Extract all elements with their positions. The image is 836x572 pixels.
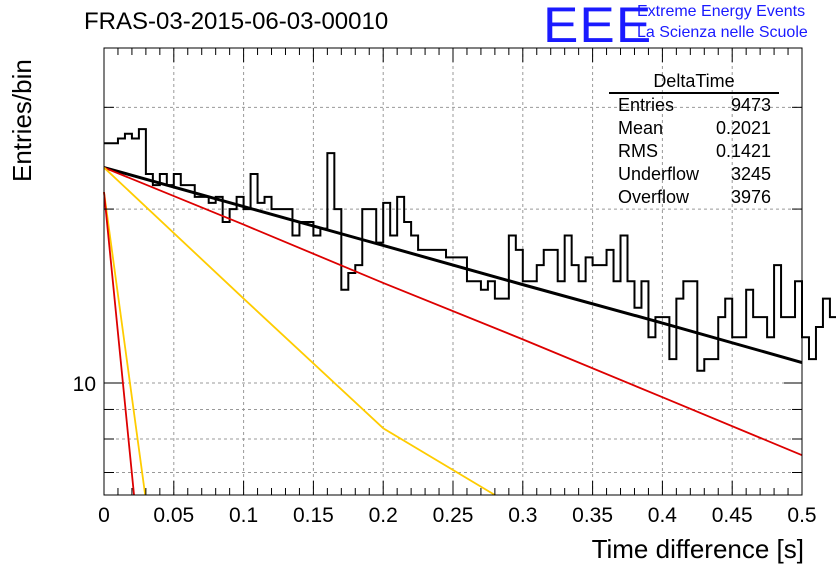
stats-label: Mean: [618, 118, 664, 138]
stats-label: Underflow: [618, 164, 700, 184]
x-tick-label: 0.35: [572, 504, 613, 527]
x-tick-label: 0: [98, 504, 110, 527]
fit-curve-3: [103, 191, 147, 496]
logo-line-2: La Scienza nelle Scuole: [637, 24, 808, 41]
x-tick-label: 0.25: [433, 504, 474, 527]
stats-row-overflow: Overflow 3976: [609, 186, 779, 209]
stats-row-underflow: Underflow 3245: [609, 163, 779, 186]
stats-value: 3245: [730, 164, 771, 184]
stats-row-entries: Entries 9473: [609, 94, 779, 117]
stats-title: DeltaTime: [609, 70, 779, 94]
x-tick-label: 0.3: [508, 504, 537, 527]
x-tick-label: 0.15: [293, 504, 334, 527]
fit-curves: [103, 166, 803, 496]
stats-value: 9473: [730, 95, 771, 115]
y-tick-labels: 10: [73, 373, 96, 396]
fit-curve-1: [103, 166, 803, 457]
x-tick-label: 0.45: [712, 504, 753, 527]
x-tick-label: 0.05: [153, 504, 194, 527]
fit-curve-0: [103, 166, 803, 364]
stats-row-mean: Mean 0.2021: [609, 117, 779, 140]
histogram: [104, 128, 836, 372]
histogram-line: [104, 128, 836, 372]
x-tick-label: 0.5: [787, 504, 816, 527]
x-tick-label: 0.2: [369, 504, 398, 527]
logo-line-1: Extreme Energy Events: [637, 3, 806, 20]
x-tick-label: 0.4: [648, 504, 678, 527]
y-tick-label: 10: [73, 373, 96, 396]
stats-row-rms: RMS 0.1421: [609, 140, 779, 163]
chart-title: FRAS-03-2015-06-03-00010: [84, 8, 389, 35]
fit-curve-2: [103, 166, 496, 496]
y-axis-label: Entries/bin: [7, 59, 37, 182]
x-axis-label: Time difference [s]: [591, 534, 804, 564]
fit-curve-4: [103, 192, 135, 496]
eee-logo: EEE: [543, 0, 653, 53]
stats-value: 3976: [730, 187, 771, 207]
stats-label: Entries: [618, 95, 675, 115]
x-tick-labels: 0 0.05 0.1 0.15 0.2 0.25 0.3 0.35 0.4 0.45 0.5: [98, 504, 816, 527]
x-tick-label: 0.1: [229, 504, 258, 527]
stats-label: RMS: [618, 141, 658, 161]
stats-box: DeltaTime Entries 9473 Mean 0.2021 RMS 0…: [609, 70, 779, 209]
axis-ticks: [103, 48, 803, 495]
stats-value: 0.2021: [715, 118, 771, 138]
stats-label: Overflow: [618, 187, 690, 207]
stats-value: 0.1421: [715, 141, 771, 161]
